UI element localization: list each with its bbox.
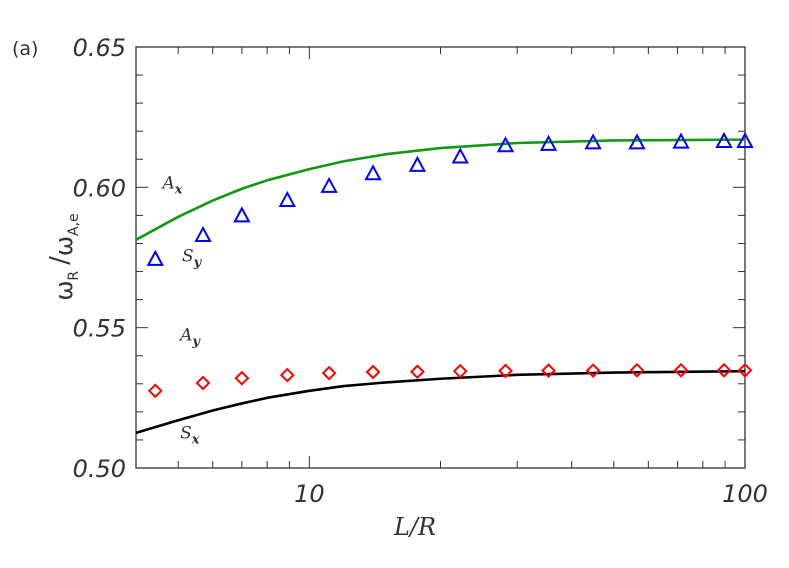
triangle-marker-s-y	[233, 206, 251, 223]
series-annotation: Ax	[160, 174, 182, 198]
triangle-marker-s-y	[194, 225, 212, 243]
axis-ticks	[135, 46, 746, 469]
triangle-marker-s-y	[736, 131, 754, 149]
y-label-slash: /	[45, 256, 75, 265]
svg-text:ωR/ωA,e: ωR/ωA,e	[45, 213, 82, 300]
diamond-marker-a-y	[585, 363, 601, 379]
triangle-marker-s-y	[628, 133, 646, 150]
triangle-marker-s-y	[278, 190, 296, 207]
y-tick-label: 0.50	[73, 455, 126, 483]
annotation-base: A	[178, 325, 192, 345]
y-tick-label: 0.55	[73, 315, 126, 343]
annotation-sub: x	[191, 433, 200, 448]
line-a-x	[135, 138, 746, 241]
x-axis-label: L/R	[393, 513, 436, 541]
y-label-sub-r: R	[66, 271, 82, 281]
annotation-base: S	[182, 247, 194, 267]
triangle-marker-s-y	[451, 147, 469, 164]
diamond-marker-a-y	[195, 375, 211, 391]
diamond-marker-a-y	[541, 363, 556, 379]
y-axis-label: ωR/ωA,e	[45, 213, 82, 300]
annotation-sub: y	[193, 256, 203, 271]
plot-frame	[135, 46, 746, 469]
series-annotation: Sx	[180, 424, 200, 448]
triangle-marker-s-y	[539, 134, 558, 151]
diamond-marker-a-y	[409, 364, 425, 380]
diamond-marker-a-y	[737, 362, 753, 378]
diamond-marker-a-y	[452, 363, 468, 379]
triangle-marker-s-y	[408, 155, 427, 172]
x-tick-label: 100	[722, 480, 768, 508]
diamond-marker-a-y	[279, 367, 295, 383]
series-annotation: Ay	[178, 325, 201, 349]
annotation-base: A	[160, 174, 174, 194]
diamond-marker-a-y	[365, 364, 381, 380]
diamond-marker-a-y	[147, 383, 163, 399]
diamond-marker-a-y	[321, 365, 337, 381]
annotation-sub: y	[191, 334, 201, 349]
y-label-omega: ω	[50, 281, 78, 301]
y-label-omega-den: ω	[50, 236, 78, 256]
diamond-marker-a-y	[498, 363, 513, 379]
triangle-marker-s-y	[320, 176, 338, 193]
triangle-marker-s-y	[364, 164, 382, 181]
line-s-x	[135, 369, 746, 435]
x-tick-label: 10	[294, 480, 325, 508]
triangle-marker-s-y	[496, 136, 515, 153]
panel-label: (a)	[12, 38, 38, 60]
annotation-sub: x	[174, 183, 183, 198]
diamond-marker-a-y	[673, 362, 689, 378]
y-tick-label: 0.65	[73, 34, 126, 62]
y-label-sub-ae: A,e	[66, 213, 82, 236]
diamond-marker-a-y	[716, 362, 732, 378]
diamond-marker-a-y	[234, 370, 250, 386]
triangle-marker-s-y	[672, 132, 690, 149]
chart-marks	[135, 131, 754, 435]
y-tick-label: 0.60	[73, 174, 126, 202]
annotation-base: S	[180, 424, 192, 444]
triangle-marker-s-y	[715, 131, 733, 149]
triangle-marker-s-y	[146, 249, 164, 266]
series-annotation: Sy	[182, 247, 203, 271]
diamond-marker-a-y	[629, 362, 645, 378]
triangle-marker-s-y	[584, 133, 602, 150]
